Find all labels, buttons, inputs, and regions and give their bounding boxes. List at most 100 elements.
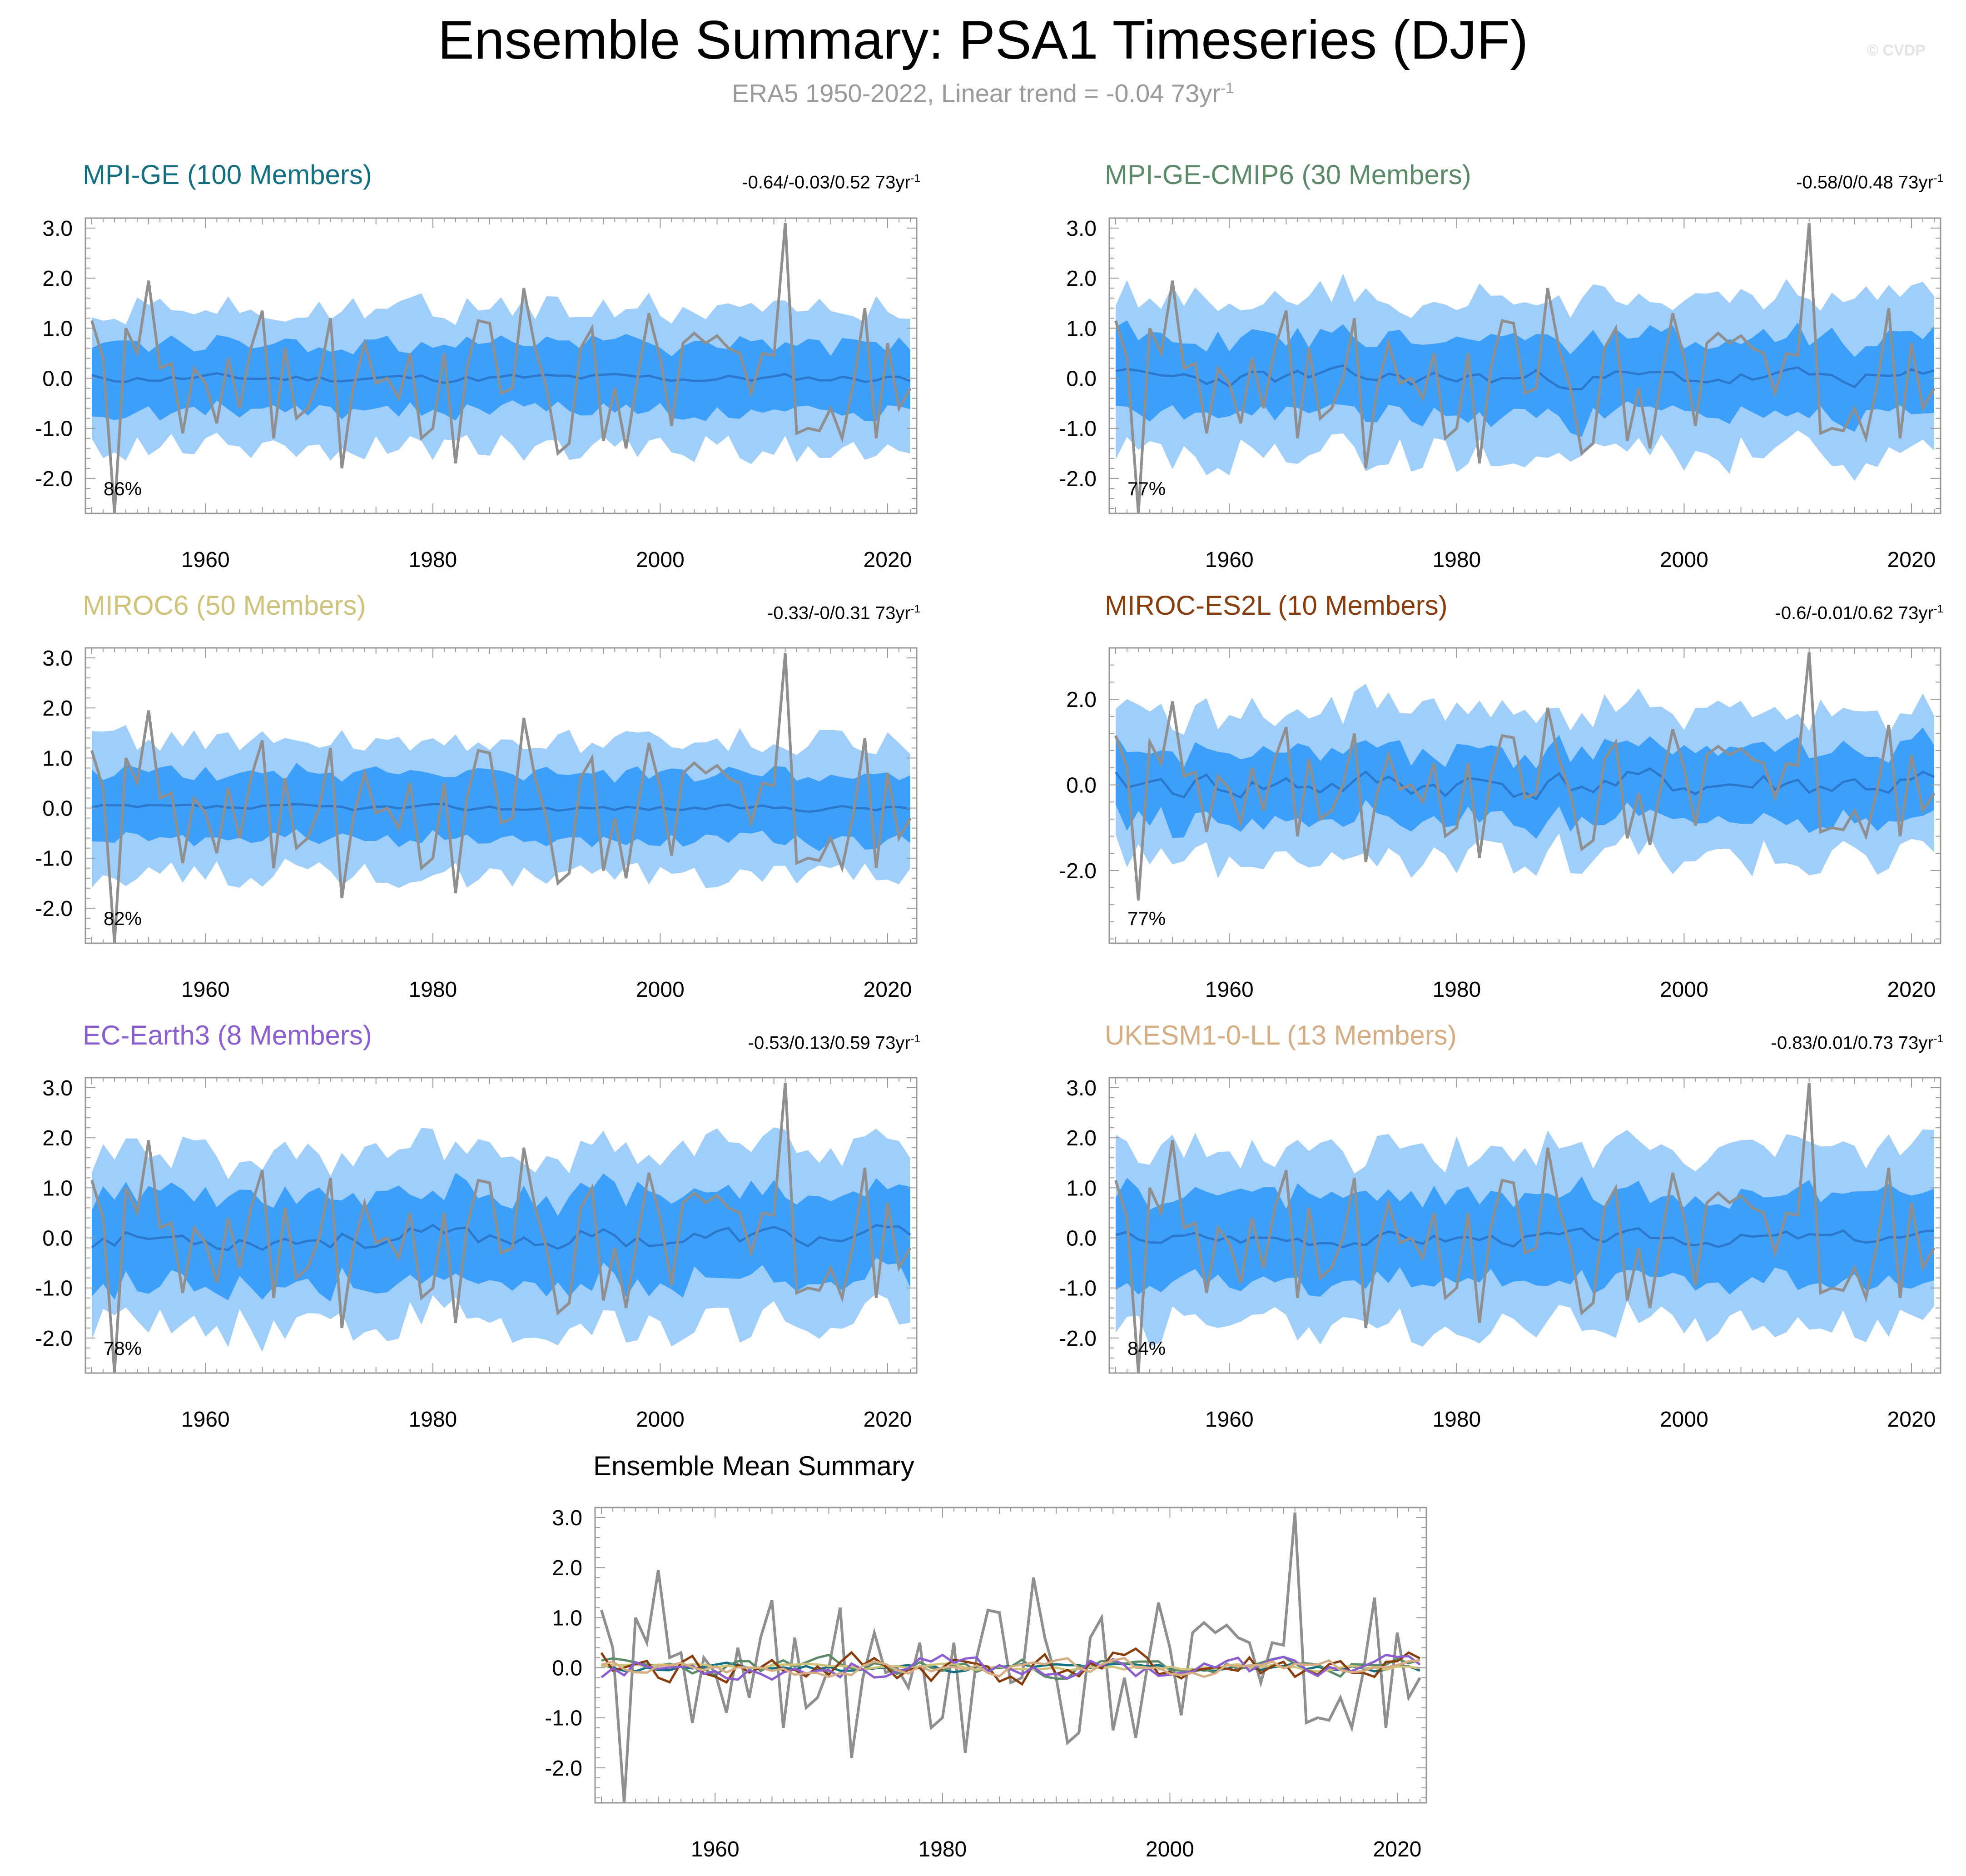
era5-observation-line <box>90 652 912 944</box>
trend-label-mpi-ge-cmip6: -0.58/0/0.48 73yr-1 <box>1796 167 1943 194</box>
x-tick-label: 1960 <box>1205 978 1254 1002</box>
panel-ukesm1-0-ll: 1960 1980 2000 2020 -2.0 -1.0 0.0 1.0 2.0 3.0 84% <box>1059 1076 1941 1432</box>
percent-label: 77% <box>1127 908 1166 929</box>
y-tick-label: -1.0 <box>1059 1277 1097 1301</box>
x-tick-label: 1980 <box>408 1408 457 1432</box>
y-tick-label: 2.0 <box>1066 267 1097 291</box>
ensemble-mean-line <box>91 372 911 384</box>
spread-inner-band <box>92 763 910 851</box>
trend-text: -0.53/0.13/0.59 73yr <box>748 1033 911 1053</box>
x-tick-label: 2000 <box>636 978 685 1002</box>
y-tick-label: 0.0 <box>42 367 73 391</box>
panel-title-mpi-ge-cmip6: MPI-GE-CMIP6 (30 Members) <box>1105 159 1471 190</box>
spread-inner-band <box>92 1173 910 1302</box>
panel-title-miroc6: MIROC6 (50 Members) <box>83 590 366 621</box>
era5-observation-line <box>1114 652 1936 901</box>
x-tick-label: 2000 <box>1660 548 1708 572</box>
percent-label: 77% <box>1127 478 1166 499</box>
y-tick-label: -1.0 <box>1059 417 1097 441</box>
y-tick-label: 3.0 <box>1066 217 1097 241</box>
x-tick-label: 1980 <box>918 1837 967 1861</box>
y-tick-label: -2.0 <box>35 467 73 491</box>
y-tick-label: 3.0 <box>1066 1076 1097 1100</box>
subtitle-superscript: -1 <box>1220 80 1234 97</box>
trend-text: -0.83/0.01/0.73 73yr <box>1771 1033 1934 1053</box>
summary-line-miroc-es2l <box>600 1647 1421 1686</box>
trend-label-miroc-es2l: -0.6/-0.01/0.62 73yr-1 <box>1775 598 1943 624</box>
x-tick-label: 2020 <box>864 1408 912 1432</box>
ensemble-mean-line <box>91 803 911 813</box>
era5-observation-line <box>1114 223 1936 514</box>
y-tick-label: 2.0 <box>42 1126 73 1150</box>
x-tick-label: 1980 <box>408 978 457 1002</box>
trend-sup: -1 <box>1933 172 1943 184</box>
y-tick-label: 1.0 <box>42 746 73 771</box>
y-tick-label: -2.0 <box>35 897 73 921</box>
x-tick-label: 1960 <box>181 978 230 1002</box>
trend-label-ec-earth3: -0.53/0.13/0.59 73yr-1 <box>748 1028 920 1054</box>
cvdp-watermark: © CVDP <box>1867 42 1926 59</box>
x-tick-label: 2000 <box>636 548 685 572</box>
y-tick-label: -1.0 <box>35 417 73 441</box>
era5-observation-line <box>90 223 912 514</box>
panel-title-miroc-es2l: MIROC-ES2L (10 Members) <box>1105 590 1448 621</box>
x-tick-label: 1980 <box>1432 548 1481 572</box>
percent-label: 84% <box>1127 1338 1166 1359</box>
trend-text: -0.58/0/0.48 73yr <box>1796 172 1934 193</box>
y-tick-label: -2.0 <box>545 1757 582 1781</box>
y-tick-label: 2.0 <box>42 697 73 721</box>
percent-label: 82% <box>104 908 142 929</box>
trend-sup: -1 <box>1933 603 1943 615</box>
y-tick-label: -2.0 <box>35 1327 73 1351</box>
panel-mpi-ge-cmip6: 1960 1980 2000 2020 -2.0 -1.0 0.0 1.0 2.0 3.0 77% <box>1059 217 1941 572</box>
y-tick-label: 1.0 <box>552 1606 582 1630</box>
x-tick-label: 2020 <box>1373 1837 1422 1861</box>
y-tick-label: 2.0 <box>552 1556 582 1580</box>
y-tick-label: 3.0 <box>42 647 73 671</box>
x-tick-label: 1980 <box>1432 978 1481 1002</box>
trend-text: -0.33/-0/0.31 73yr <box>767 603 911 623</box>
y-tick-label: 0.0 <box>42 797 73 821</box>
x-tick-label: 2000 <box>1146 1837 1194 1861</box>
panel-title-mpi-ge: MPI-GE (100 Members) <box>83 159 372 190</box>
panel-title-ec-earth3: EC-Earth3 (8 Members) <box>83 1020 372 1050</box>
y-tick-label: 0.0 <box>42 1227 73 1251</box>
trend-sup: -1 <box>910 1033 920 1045</box>
x-tick-label: 1960 <box>181 1408 230 1432</box>
x-tick-label: 2000 <box>636 1408 685 1432</box>
y-tick-label: 0.0 <box>1066 773 1097 797</box>
x-tick-label: 2020 <box>1887 978 1936 1002</box>
y-tick-label: 1.0 <box>42 317 73 341</box>
x-tick-label: 1960 <box>1205 548 1254 572</box>
trend-text: -0.6/-0.01/0.62 73yr <box>1775 603 1934 623</box>
ensemble-mean-line <box>91 1224 911 1251</box>
trend-label-ukesm1-0-ll: -0.83/0.01/0.73 73yr-1 <box>1771 1028 1943 1054</box>
x-tick-label: 1960 <box>181 548 230 572</box>
ensemble-mean-line <box>1115 364 1935 391</box>
x-tick-label: 1980 <box>1432 1408 1481 1432</box>
panel-title-ukesm1-0-ll: UKESM1-0-LL (13 Members) <box>1105 1020 1457 1050</box>
x-tick-label: 2020 <box>864 978 912 1002</box>
trend-sup: -1 <box>910 603 920 615</box>
percent-label: 86% <box>104 478 142 499</box>
x-tick-label: 2020 <box>1887 548 1936 572</box>
spread-inner-band <box>1116 320 1934 437</box>
panel-title-ensemble-mean-summary: Ensemble Mean Summary <box>593 1451 914 1481</box>
trend-label-mpi-ge: -0.64/-0.03/0.52 73yr-1 <box>742 167 920 194</box>
x-tick-label: 2020 <box>1887 1408 1936 1432</box>
y-tick-label: -2.0 <box>1059 467 1097 491</box>
subtitle: ERA5 1950-2022, Linear trend = -0.04 73y… <box>0 73 1966 109</box>
summary-line-era5 <box>600 1512 1421 1803</box>
y-tick-label: -1.0 <box>35 1277 73 1301</box>
x-tick-label: 2000 <box>1660 1408 1708 1432</box>
panel-miroc6: 1960 1980 2000 2020 -2.0 -1.0 0.0 1.0 2.0 3.0 82% <box>35 647 918 1002</box>
trend-text: -0.64/-0.03/0.52 73yr <box>742 172 911 193</box>
y-tick-label: 2.0 <box>1066 688 1097 712</box>
y-tick-label: 1.0 <box>42 1176 73 1200</box>
y-tick-label: 2.0 <box>42 267 73 291</box>
y-tick-label: -1.0 <box>545 1707 582 1731</box>
y-tick-label: 1.0 <box>1066 1176 1097 1200</box>
y-tick-label: 0.0 <box>552 1657 582 1681</box>
y-tick-label: 2.0 <box>1066 1126 1097 1150</box>
